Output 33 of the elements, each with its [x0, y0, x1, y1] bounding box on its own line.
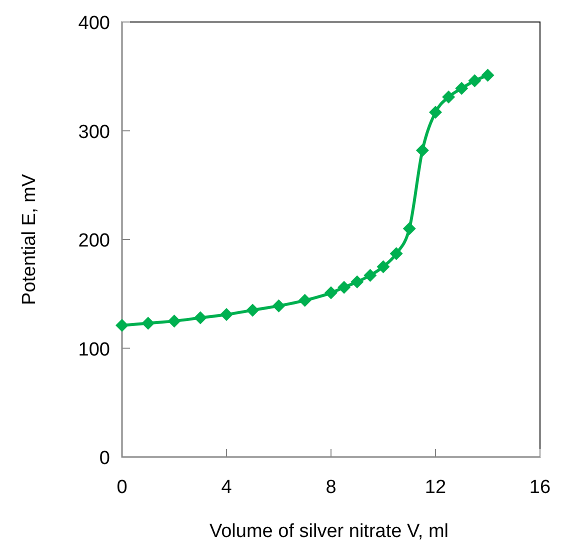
point: [364, 268, 377, 282]
point: [442, 90, 456, 104]
point: [246, 304, 260, 317]
point: [142, 316, 155, 330]
y-axis-title: Potential E, mV: [19, 174, 40, 305]
point: [376, 260, 390, 274]
point: [455, 82, 468, 95]
point: [402, 222, 416, 236]
x-tick-label: 12: [424, 477, 446, 498]
x-tick-label: 0: [116, 477, 128, 498]
point: [194, 311, 207, 324]
point: [416, 144, 429, 157]
point: [429, 106, 442, 119]
y-tick-label: 100: [78, 339, 110, 360]
point: [338, 280, 351, 294]
point: [481, 68, 494, 82]
point: [168, 314, 181, 328]
point: [116, 318, 128, 332]
point: [272, 299, 286, 312]
x-tick-label: 8: [326, 477, 336, 498]
point: [468, 74, 482, 88]
point: [390, 247, 403, 260]
x-axis-title: Volume of silver nitrate V, ml: [209, 521, 449, 542]
point: [350, 275, 364, 288]
y-tick-label: 200: [78, 230, 110, 252]
x-tick-label: 16: [529, 477, 551, 498]
x-tick-label: 4: [221, 477, 232, 498]
y-tick-label: 0: [99, 448, 110, 469]
y-tick-label: 300: [78, 122, 110, 143]
point: [298, 294, 312, 307]
y-tick-label: 400: [78, 13, 110, 34]
point: [220, 308, 233, 322]
point: [324, 286, 338, 300]
